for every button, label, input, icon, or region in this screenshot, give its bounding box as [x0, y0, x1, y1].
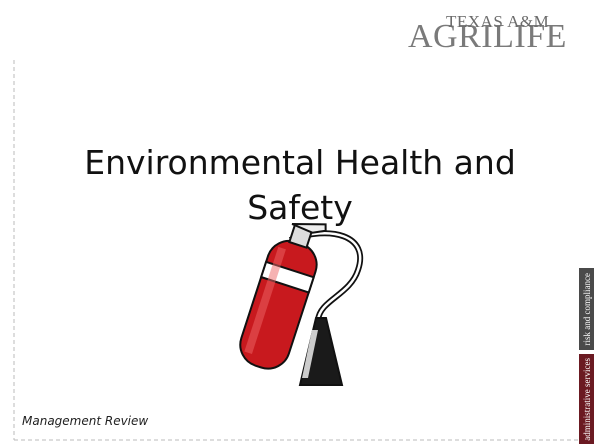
slide-title: Environmental Health and Safety [30, 140, 570, 230]
tab-label: risk and compliance [582, 273, 592, 345]
side-tab: administrative services [579, 354, 594, 444]
logo-institution: TEXAS A&M [446, 12, 549, 32]
side-tab: risk and compliance [579, 268, 594, 350]
footer-text: Management Review [22, 414, 148, 428]
fire-extinguisher [235, 210, 361, 385]
tab-label: administrative services [582, 358, 592, 441]
slide: AGRILIFE TEXAS A&M Environmental Health … [0, 0, 594, 444]
